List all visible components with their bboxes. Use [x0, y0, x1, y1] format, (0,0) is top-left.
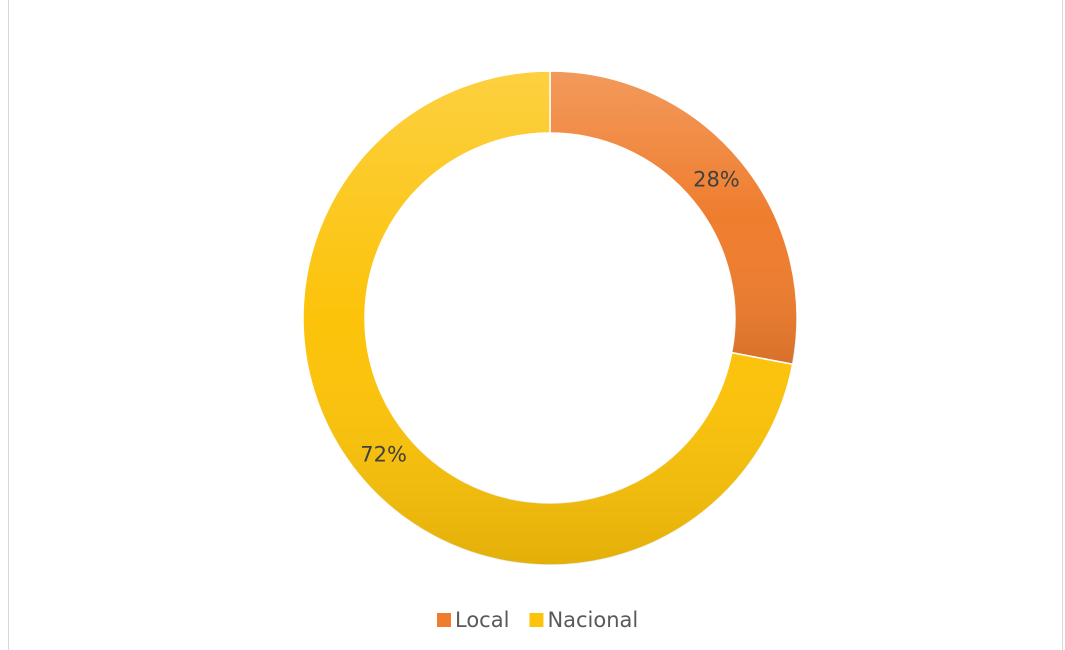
donut-slice [549, 70, 798, 366]
chart-frame [8, 0, 1063, 650]
legend-label: Nacional [547, 608, 638, 632]
legend-swatch [437, 613, 451, 627]
data-label: 28% [693, 167, 740, 191]
legend-label: Local [455, 608, 509, 632]
legend-swatch [529, 613, 544, 627]
data-label: 72% [360, 443, 407, 467]
